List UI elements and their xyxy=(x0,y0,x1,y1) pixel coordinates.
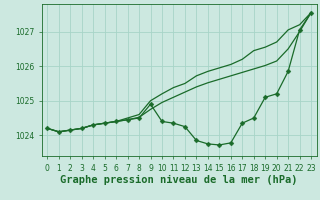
X-axis label: Graphe pression niveau de la mer (hPa): Graphe pression niveau de la mer (hPa) xyxy=(60,175,298,185)
